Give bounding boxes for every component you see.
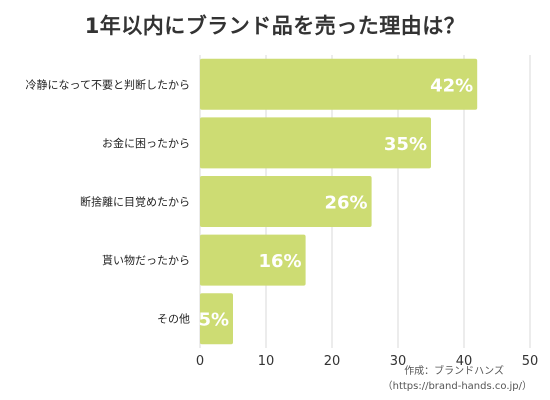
category-label: お金に困ったから — [102, 136, 190, 150]
bar — [200, 234, 306, 286]
bar — [200, 176, 372, 227]
category-label: その他 — [157, 313, 190, 326]
bar-value-label: 26% — [325, 193, 368, 214]
category-labels: 冷静になって不要と判断したからお金に困ったから断捨離に目覚めたから貰い物だったか… — [26, 77, 190, 325]
value-labels: 42% 35% 26% 16% 5% — [198, 75, 473, 330]
bar-value-label: 5% — [198, 310, 229, 331]
category-label: 断捨離に目覚めたから — [80, 195, 190, 209]
credit-url: （https://brand-hands.co.jp/） — [382, 381, 532, 392]
bars — [200, 58, 478, 345]
chart-title: 1年以内にブランド品を売った理由は？ — [84, 14, 466, 38]
x-tick-label: 20 — [324, 354, 341, 369]
x-tick-label: 40 — [456, 354, 473, 369]
x-tick-label: 30 — [390, 354, 407, 369]
x-tick-labels: 0 10 20 30 40 50 — [196, 354, 538, 369]
category-label: 冷静になって不要と判断したから — [26, 77, 190, 91]
bar-value-label: 35% — [384, 134, 427, 155]
credit-author: 作成：ブランドハンズ — [404, 366, 504, 377]
bar — [200, 58, 478, 110]
category-label: 貰い物だったから — [102, 253, 190, 267]
x-tick-label: 10 — [258, 354, 275, 369]
bar — [200, 117, 431, 169]
bar-value-label: 16% — [259, 251, 302, 272]
x-tick-label: 50 — [522, 354, 539, 369]
bar-value-label: 42% — [430, 75, 473, 96]
bar — [200, 293, 233, 345]
x-tick-label: 0 — [196, 354, 204, 369]
